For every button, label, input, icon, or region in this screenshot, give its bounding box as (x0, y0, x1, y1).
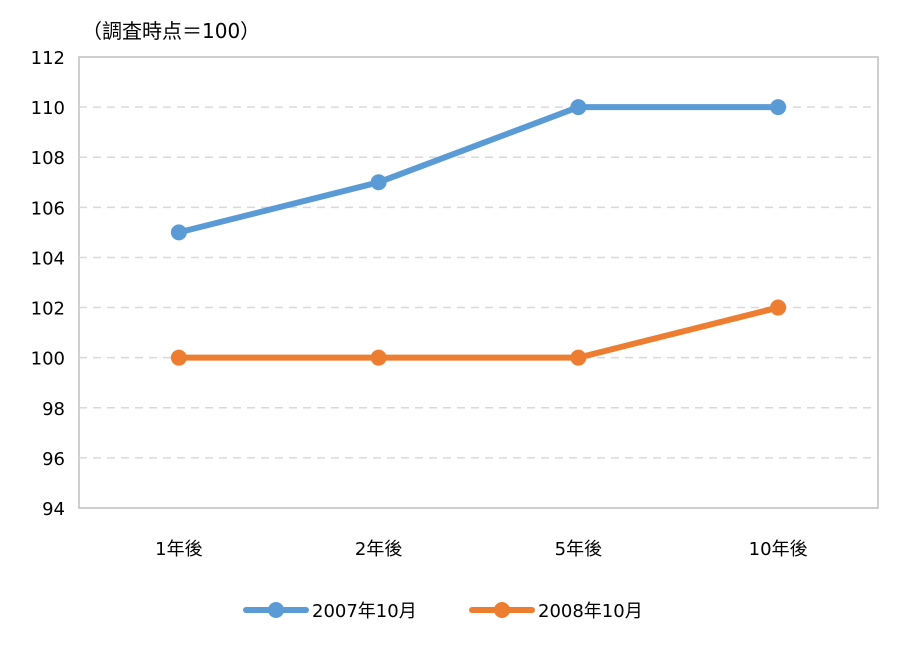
x-tick-label: 5年後 (555, 539, 602, 560)
data-point (370, 174, 387, 191)
y-tick-label: 98 (42, 399, 65, 420)
x-tick-label: 2年後 (355, 539, 402, 560)
data-point (170, 224, 187, 241)
series-line-2 (175, 304, 782, 361)
data-point (770, 299, 787, 316)
y-tick-label: 112 (31, 48, 65, 69)
unit-label: （調査時点＝100） (82, 19, 260, 43)
data-point (370, 349, 387, 366)
y-tick-label: 102 (31, 299, 65, 320)
y-tick-label: 104 (31, 248, 65, 269)
series-group (170, 99, 787, 366)
data-point (770, 99, 787, 116)
data-point (570, 349, 587, 366)
legend-marker (268, 602, 284, 618)
y-tick-label: 108 (31, 148, 65, 169)
y-tick-label: 106 (31, 198, 65, 219)
x-tick-label: 10年後 (749, 539, 808, 560)
legend-label: 2007年10月 (312, 601, 417, 622)
legend: 2007年10月 2008年10月 (243, 601, 643, 622)
data-point (570, 99, 587, 116)
legend-label: 2008年10月 (538, 601, 643, 622)
y-tick-label: 94 (42, 499, 65, 520)
data-point (170, 349, 187, 366)
plot-border (78, 56, 879, 509)
gridlines (79, 106, 878, 459)
x-tick-label: 1年後 (155, 539, 202, 560)
y-tick-label: 100 (31, 349, 65, 370)
plot-area (78, 56, 879, 509)
y-tick-label: 110 (31, 98, 65, 119)
x-axis-ticks: 1年後 2年後 5年後 10年後 (155, 539, 807, 560)
series-line-1 (175, 104, 782, 236)
y-tick-label: 96 (42, 449, 65, 470)
y-axis-ticks: 94 96 98 100 102 104 106 108 110 112 (31, 48, 65, 520)
legend-marker (494, 602, 510, 618)
